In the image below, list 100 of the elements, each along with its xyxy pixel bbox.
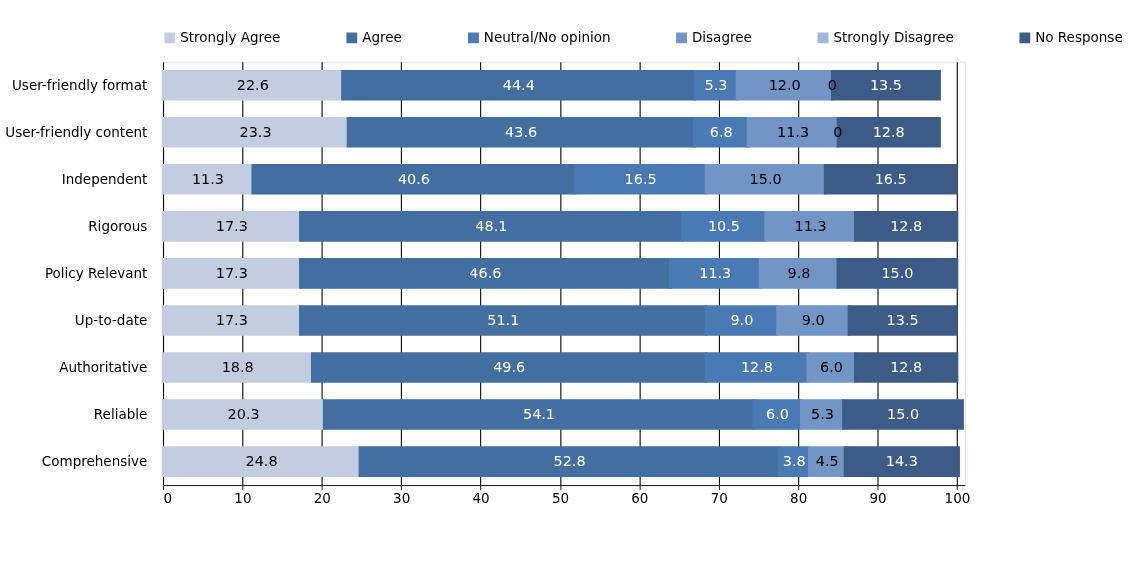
data-label: 49.6 bbox=[493, 359, 526, 376]
x-tick-label: 60 bbox=[631, 489, 649, 506]
bar bbox=[346, 116, 696, 148]
y-tick-label: Authoritative bbox=[59, 359, 148, 376]
bar bbox=[854, 352, 959, 383]
bar bbox=[341, 69, 697, 101]
bar bbox=[680, 211, 767, 242]
data-label: 46.6 bbox=[469, 264, 502, 281]
legend-label: Agree bbox=[362, 29, 402, 46]
bar bbox=[573, 163, 708, 195]
data-label: 15.0 bbox=[881, 264, 914, 281]
data-label: 15.0 bbox=[749, 170, 782, 187]
data-label: 20.3 bbox=[227, 406, 260, 423]
data-label: 40.6 bbox=[397, 170, 430, 187]
bar bbox=[161, 69, 344, 101]
y-tick-label: Policy Relevant bbox=[44, 264, 148, 281]
data-label: 17.3 bbox=[215, 264, 248, 281]
x-tick-label: 70 bbox=[710, 489, 728, 506]
x-tick-label: 20 bbox=[313, 489, 331, 506]
data-label: 15.0 bbox=[886, 406, 920, 423]
bar bbox=[161, 258, 302, 289]
x-tick-label: 40 bbox=[472, 489, 490, 506]
y-tick-label: Reliable bbox=[93, 406, 148, 423]
x-tick-label: 50 bbox=[551, 489, 570, 506]
data-label: 14.3 bbox=[885, 453, 918, 470]
data-label: 5.3 bbox=[810, 406, 834, 423]
bar bbox=[830, 69, 941, 101]
legend-label: No Response bbox=[1035, 29, 1123, 46]
data-label: 12.8 bbox=[740, 359, 773, 376]
data-label: 10.5 bbox=[707, 217, 741, 234]
data-label: 0 bbox=[833, 123, 843, 140]
data-label: 17.3 bbox=[215, 311, 248, 328]
data-label: 16.5 bbox=[874, 170, 907, 187]
bar bbox=[358, 446, 781, 477]
bar bbox=[836, 116, 941, 148]
x-tick-label: 10 bbox=[234, 489, 252, 506]
y-tick-label: User-friendly content bbox=[5, 123, 148, 140]
y-tick-label: User-friendly format bbox=[11, 76, 148, 93]
bar bbox=[299, 211, 684, 242]
data-label: 11.3 bbox=[794, 217, 827, 234]
data-label: 9.8 bbox=[787, 264, 811, 281]
data-label: 11.3 bbox=[191, 170, 224, 187]
bar bbox=[854, 211, 959, 242]
x-tick-label: 0 bbox=[163, 489, 173, 506]
legend-label: Neutral/No opinion bbox=[483, 29, 611, 46]
data-label: 17.3 bbox=[215, 217, 248, 234]
bar bbox=[161, 399, 326, 430]
bar bbox=[299, 258, 672, 289]
bar bbox=[161, 116, 350, 148]
y-tick-label: Comprehensive bbox=[41, 453, 148, 470]
x-tick-label: 90 bbox=[869, 489, 887, 506]
data-label: 43.6 bbox=[505, 123, 538, 140]
data-label: 9.0 bbox=[801, 311, 825, 328]
data-label: 22.6 bbox=[236, 76, 269, 93]
bar bbox=[836, 258, 959, 289]
bar bbox=[758, 258, 840, 289]
bar bbox=[161, 446, 362, 477]
data-label: 6.8 bbox=[709, 123, 733, 140]
y-tick-label: Independent bbox=[61, 170, 148, 187]
bar bbox=[704, 163, 827, 195]
bar bbox=[692, 116, 750, 148]
data-label: 0 bbox=[827, 76, 837, 93]
bar bbox=[310, 352, 708, 383]
bar bbox=[746, 116, 840, 148]
data-label: 18.8 bbox=[221, 359, 254, 376]
bar bbox=[161, 211, 302, 242]
bar bbox=[251, 163, 577, 195]
bar bbox=[842, 399, 964, 430]
data-label: 6.0 bbox=[766, 406, 790, 423]
data-label: 16.5 bbox=[624, 170, 657, 187]
bar bbox=[299, 305, 708, 336]
data-label: 13.5 bbox=[869, 76, 902, 93]
bar bbox=[704, 305, 779, 336]
data-label: 54.1 bbox=[522, 406, 556, 423]
legend-label: Strongly Disagree bbox=[833, 29, 954, 46]
bar bbox=[847, 305, 958, 336]
bar bbox=[735, 69, 834, 101]
data-label: 13.5 bbox=[886, 311, 919, 328]
x-tick-label: 80 bbox=[790, 489, 808, 506]
x-tick-label: 100 bbox=[944, 489, 971, 506]
data-label: 51.1 bbox=[487, 311, 520, 328]
bar bbox=[823, 163, 958, 195]
bar bbox=[764, 211, 857, 242]
data-label: 6.0 bbox=[820, 359, 844, 376]
bar bbox=[669, 258, 762, 289]
y-tick-label: Rigorous bbox=[88, 217, 148, 234]
bar bbox=[843, 446, 960, 477]
data-label: 12.8 bbox=[890, 359, 923, 376]
data-label: 23.3 bbox=[239, 123, 272, 140]
bar bbox=[776, 305, 851, 336]
data-label: 11.3 bbox=[699, 264, 732, 281]
data-label: 12.8 bbox=[872, 123, 905, 140]
data-label: 5.3 bbox=[704, 76, 728, 93]
data-label: 4.5 bbox=[815, 453, 839, 470]
data-label: 3.8 bbox=[782, 453, 806, 470]
y-tick-label: Up-to-date bbox=[74, 311, 148, 328]
data-label: 12.0 bbox=[768, 76, 801, 93]
data-label: 9.0 bbox=[730, 311, 754, 328]
data-label: 24.8 bbox=[245, 453, 278, 470]
data-label: 52.8 bbox=[553, 453, 586, 470]
